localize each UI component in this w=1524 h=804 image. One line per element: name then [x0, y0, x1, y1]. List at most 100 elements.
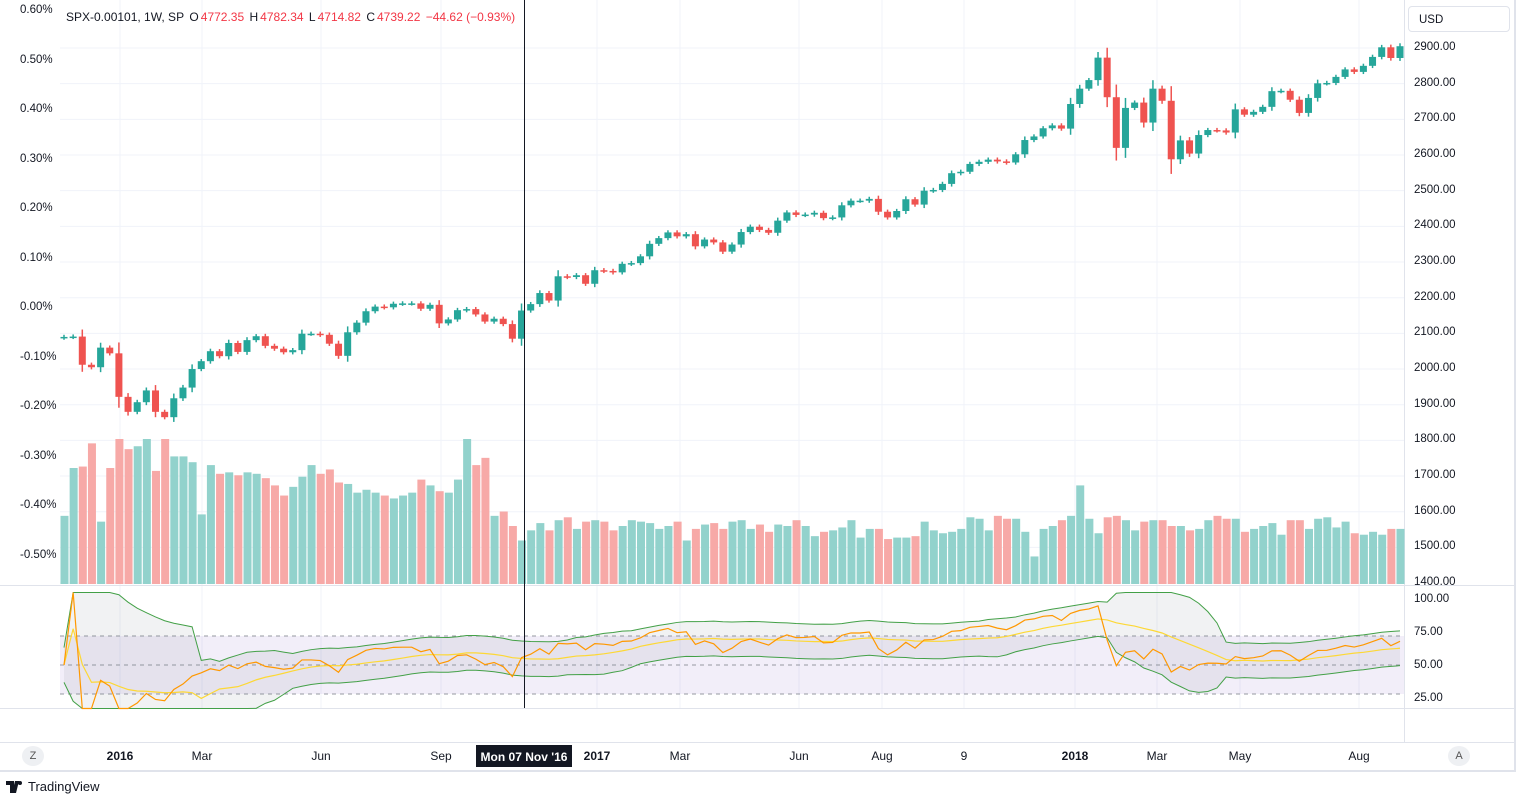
zoom-button[interactable]: Z: [22, 746, 44, 766]
volume-bar: [1341, 521, 1350, 584]
volume-bar: [481, 457, 490, 584]
candle-body: [197, 361, 205, 370]
candle-body: [97, 347, 105, 368]
candle-body: [627, 263, 635, 265]
high-label: H: [249, 10, 259, 24]
volume-bar: [298, 476, 307, 584]
price-tick-label: 1700.00: [1414, 469, 1456, 482]
candle-body: [1067, 104, 1075, 129]
candle-body: [792, 212, 800, 215]
candle-body: [124, 396, 132, 412]
candle-body: [893, 211, 901, 218]
tradingview-logo-icon: [6, 780, 22, 793]
percent-tick-label: 0.10%: [20, 251, 53, 264]
price-tick-label: 1800.00: [1414, 433, 1456, 446]
volume-bar: [536, 523, 545, 584]
volume-bar: [179, 456, 188, 584]
candle-body: [252, 336, 260, 341]
candle-body: [362, 311, 370, 323]
volume-bar: [124, 449, 133, 584]
volume-bar: [563, 517, 572, 584]
volume-bar: [856, 537, 865, 584]
candle-body: [1149, 88, 1157, 123]
candle-body: [600, 270, 608, 272]
volume-bar: [508, 526, 517, 584]
volume-bar: [289, 486, 298, 584]
time-tick-label: 2017: [583, 749, 611, 763]
candle-body: [463, 309, 471, 311]
candle-body: [481, 314, 489, 322]
candle-body: [765, 229, 773, 233]
volume-bar: [1204, 520, 1213, 584]
volume-bar: [975, 518, 984, 584]
volume-bar: [1030, 556, 1039, 584]
time-tick-label: Aug: [1348, 749, 1370, 763]
candle-body: [1186, 140, 1194, 154]
volume-bar: [325, 469, 334, 584]
candle-body: [1103, 57, 1111, 98]
symbol-label[interactable]: SPX-0.00101, 1W, SP: [66, 10, 185, 24]
candle-body: [380, 306, 388, 309]
candle-body: [536, 293, 544, 305]
candle-body: [1030, 136, 1038, 141]
auto-scale-button[interactable]: A: [1448, 746, 1470, 766]
volume-bar: [1359, 534, 1368, 584]
time-tick-label: 9: [960, 749, 968, 763]
upper-band-line: [63, 592, 1401, 662]
volume-bar: [197, 514, 206, 584]
volume-bar: [1250, 528, 1259, 584]
volume-bar: [1378, 534, 1387, 584]
currency-selector[interactable]: USD: [1408, 6, 1510, 32]
candle-body: [1304, 97, 1312, 113]
candle-body: [865, 198, 873, 201]
volume-bar: [554, 520, 563, 584]
candle-body: [408, 303, 416, 305]
candle-body: [591, 270, 599, 284]
volume-bar: [1048, 526, 1057, 584]
volume-bar: [69, 468, 78, 584]
time-tick-label: 2016: [106, 749, 134, 763]
price-tick-label: 2800.00: [1414, 76, 1456, 89]
candle-body: [847, 200, 855, 206]
candle-body: [1286, 90, 1294, 100]
time-tick-label: May: [1228, 749, 1252, 763]
volume-bar: [1259, 526, 1268, 584]
time-tick-label: Mar: [669, 749, 691, 763]
volume-bar: [1213, 515, 1222, 584]
volume-bar: [618, 526, 627, 584]
volume-bar: [1085, 518, 1094, 584]
price-tick-label: 2400.00: [1414, 219, 1456, 232]
candle-body: [518, 310, 526, 339]
volume-bar: [1332, 527, 1341, 584]
volume-bar: [646, 523, 655, 584]
candle-body: [472, 309, 480, 315]
candle-body: [618, 263, 626, 273]
candle-body: [1048, 125, 1056, 129]
candle-body: [691, 234, 699, 247]
candle-body: [938, 183, 946, 190]
price-tick-label: 2100.00: [1414, 326, 1456, 339]
volume-bar: [765, 531, 774, 584]
candle-body: [810, 212, 818, 215]
rsi-tick-label: 75.00: [1414, 626, 1443, 638]
percent-tick-label: 0.30%: [20, 152, 53, 165]
candle-body: [389, 303, 397, 308]
candle-body: [710, 239, 718, 243]
price-tick-label: 2300.00: [1414, 255, 1456, 268]
volume-bar: [948, 531, 957, 584]
volume-bar: [746, 528, 755, 584]
candle-body: [69, 336, 77, 339]
volume-bar: [682, 540, 691, 584]
change-value: −44.62 (−0.93%): [425, 10, 516, 24]
candle-body: [554, 276, 562, 301]
candle-body: [453, 310, 461, 320]
candle-body: [719, 242, 727, 252]
candle-body: [801, 214, 809, 217]
candle-body: [1112, 97, 1120, 148]
price-tick-label: 2200.00: [1414, 290, 1456, 303]
tradingview-logo[interactable]: TradingView: [6, 779, 100, 794]
candle-body: [325, 334, 333, 344]
percent-tick-label: -0.30%: [20, 449, 57, 462]
candle-body: [1359, 65, 1367, 72]
